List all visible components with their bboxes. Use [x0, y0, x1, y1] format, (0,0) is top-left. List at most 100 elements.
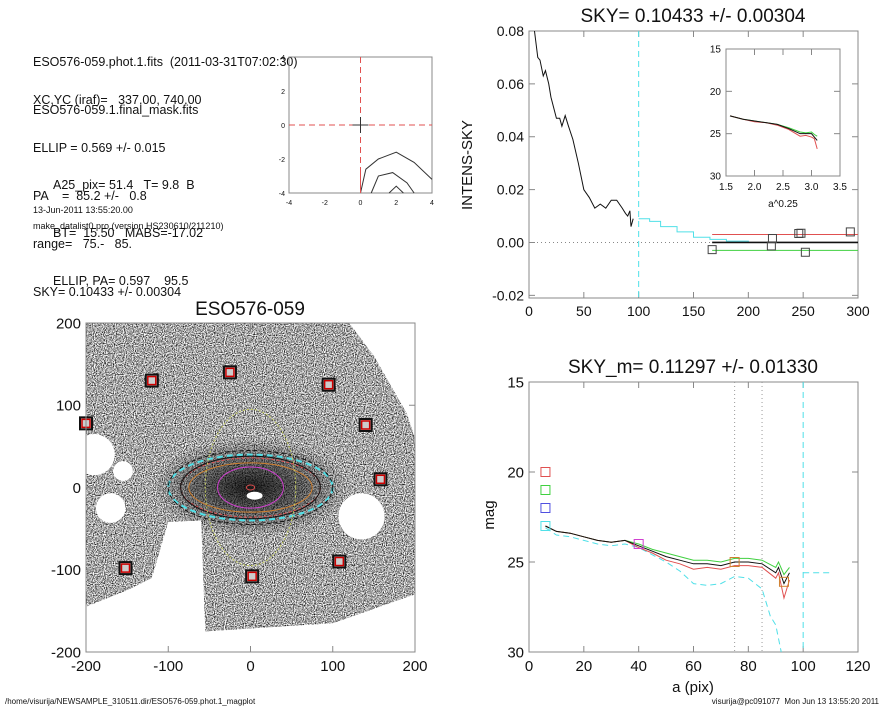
sky-ytick-label: 0.04 — [497, 129, 524, 145]
sky-title: SKY= 0.10433 +/- 0.00304 — [580, 6, 805, 27]
isophote-ellipse — [204, 408, 297, 567]
sky-ytick-label: -0.02 — [492, 287, 524, 303]
isophote-ellipse — [188, 462, 313, 513]
sky-ytick-label: 0.06 — [497, 76, 524, 92]
mag-ytick-label: 25 — [507, 554, 524, 571]
sky-box — [144, 373, 159, 388]
mag-square — [540, 503, 551, 513]
mag-square — [778, 576, 789, 587]
inset-frame — [725, 48, 841, 177]
sky-box-inner — [247, 571, 257, 582]
inset-ytick-label: 20 — [710, 87, 722, 98]
center-ytick-label: 0 — [281, 123, 285, 130]
mag-series-green — [545, 525, 790, 576]
sky-image — [86, 323, 415, 632]
mag-xtick-label: 40 — [630, 658, 647, 675]
mag-xtick-label: 20 — [575, 658, 592, 675]
sky-xtick-label: 100 — [627, 303, 651, 319]
sky-ylabel: INTENS-SKY — [459, 120, 476, 210]
mag-series-cyan — [545, 527, 782, 653]
mask-filename: ESO576-059.1.final_mask.fits — [33, 103, 199, 117]
bt-mabs: BT= 15.50 MABS=-17.02 — [53, 226, 204, 240]
sky-square — [707, 245, 717, 255]
mag-ytick-label: 20 — [507, 464, 524, 481]
center-ytick-label: -4 — [279, 191, 285, 198]
center-xtick-label: -2 — [322, 200, 328, 207]
image-ytick-label: 100 — [56, 398, 81, 415]
sky-box-inner — [147, 375, 157, 386]
catalog-params: A25_pix= 51.4 T= 9.8 B BT= 15.50 MABS=-1… — [53, 145, 203, 321]
sky-square — [800, 247, 810, 257]
image-xtick-label: 200 — [402, 658, 427, 675]
inset-xtick-label: 2.0 — [748, 182, 762, 193]
inset-series-black — [729, 115, 818, 141]
inset-xtick-label: 2.5 — [776, 182, 790, 193]
image-xtick-label: 100 — [320, 658, 345, 675]
image-ytick-label: -100 — [51, 562, 81, 579]
sky-xtick-label: 300 — [846, 303, 870, 319]
image-xtick-label: -100 — [153, 658, 183, 675]
footer-user: visurija@pc091077 Mon Jun 13 13:55:20 20… — [711, 697, 879, 706]
inset-xtick-label: 3.0 — [805, 182, 819, 193]
masked-star — [246, 491, 263, 500]
range: range= 75.- 85. — [33, 237, 133, 251]
center-xtick-label: -4 — [286, 200, 292, 207]
sky-ytick-label: 0.08 — [497, 23, 524, 39]
image-xtick-label: -200 — [71, 658, 101, 675]
sky-square — [845, 227, 855, 237]
image-title: ESO576-059 — [195, 299, 305, 320]
inset-series-red — [729, 115, 818, 150]
isophote-ellipse — [180, 455, 321, 520]
isophote-ellipse — [217, 466, 284, 509]
mag-xtick-label: 80 — [740, 658, 757, 675]
contour-line — [360, 151, 433, 194]
file-info: ESO576-059.phot.1.fits (2011-03-31T07:02… — [33, 22, 298, 150]
mag-square — [540, 521, 551, 531]
program-version: make_datalist0.pro (version HS230610/211… — [33, 221, 224, 231]
center-xtick-label: 0 — [359, 200, 363, 207]
mag-xtick-label: 60 — [685, 658, 702, 675]
image-xtick-label: 0 — [246, 658, 254, 675]
mag-xtick-label: 120 — [845, 658, 870, 675]
galaxy-glow — [151, 438, 350, 537]
sky-box-inner — [360, 420, 371, 430]
ellip-pa: ELLIP, PA= 0.597 95.5 — [53, 274, 189, 288]
inset-xlabel: a^0.25 — [768, 199, 798, 210]
center-ytick-label: -2 — [279, 157, 285, 164]
sky-box — [358, 417, 373, 432]
mag-square — [729, 557, 740, 567]
sky-box — [321, 377, 336, 392]
inset-xtick-label: 3.5 — [833, 182, 847, 193]
inset-xtick-label: 1.5 — [719, 182, 733, 193]
inset-ytick-label: 25 — [710, 129, 722, 140]
sky-box — [222, 365, 237, 380]
center-xtick-label: 4 — [430, 200, 434, 207]
position-angle: PA = 85.2 +/- 0.8 — [33, 189, 147, 203]
sky-box — [118, 561, 133, 576]
center-cross-icon — [352, 117, 369, 133]
masked-star — [113, 461, 133, 481]
contour-line — [370, 172, 415, 194]
sky-box — [332, 554, 347, 569]
sky-square — [767, 234, 777, 244]
center-xtick-label: 2 — [394, 200, 398, 207]
mag-square — [540, 485, 551, 495]
sky-box — [373, 472, 388, 487]
sky-box-inner — [120, 563, 131, 573]
inset-ytick-label: 30 — [710, 172, 722, 183]
mag-xtick-label: 0 — [525, 658, 533, 675]
run-date: 13-Jun-2011 13:55:20.00 — [33, 205, 133, 215]
mag-xtick-label: 100 — [791, 658, 816, 675]
isophote-ellipse — [245, 484, 256, 491]
center-coords: XC,YC (iraf)= 337.00, 740.00 — [33, 93, 202, 107]
sky-ytick-label: 0.02 — [497, 182, 524, 198]
image-ytick-label: 0 — [73, 480, 81, 497]
sky-box-inner — [334, 556, 345, 567]
mag-xlabel: a (pix) — [672, 679, 714, 696]
center-ytick-label: 2 — [281, 89, 285, 96]
a25-type: A25_pix= 51.4 T= 9.8 B — [53, 178, 195, 192]
sky-box — [245, 569, 260, 584]
sky-xtick-label: 250 — [791, 303, 815, 319]
